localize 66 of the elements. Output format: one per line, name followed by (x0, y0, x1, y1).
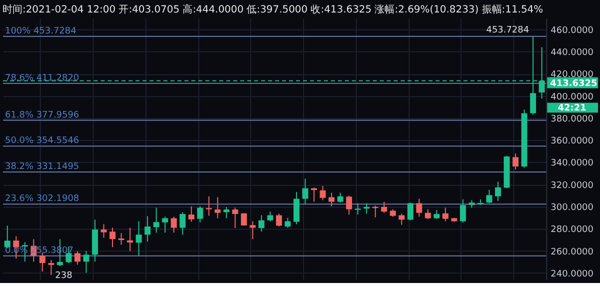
candlestick (512, 153, 519, 170)
text: 42:21 (558, 104, 586, 114)
candlestick (110, 227, 116, 248)
candlestick (302, 178, 308, 204)
y-tick-label: 260.0000 (550, 247, 594, 258)
ref-line-label: 50.0% 354.5546 (4, 136, 80, 146)
candlestick (276, 213, 282, 228)
candlestick (206, 196, 212, 216)
candlestick (293, 191, 300, 225)
y-tick-label: 320.0000 (550, 180, 594, 191)
candlestick (74, 250, 80, 266)
candlestick (442, 207, 448, 222)
candlestick (118, 232, 124, 246)
candlestick (486, 189, 492, 204)
candlestick (346, 195, 352, 216)
candlestick (240, 212, 247, 226)
candlestick (39, 252, 46, 272)
y-tick-label: 300.0000 (550, 203, 594, 213)
candlestick (354, 202, 361, 216)
ref-line-label: 78.6% 411.2820 (4, 73, 80, 84)
y-tick-label: 400.0000 (550, 92, 594, 102)
candlestick (407, 202, 414, 221)
candlestick (180, 212, 186, 236)
y-tick-label: 460.0000 (550, 26, 594, 36)
candlestick (416, 198, 422, 218)
candlestick (83, 250, 90, 274)
y-tick-label: 340.0000 (550, 158, 594, 169)
ref-line-label: 413.6325 (550, 78, 598, 89)
candlestick (284, 217, 291, 228)
candlestick (136, 220, 142, 256)
candlestick (127, 227, 134, 252)
annotation: 453.7284 (486, 25, 530, 36)
candlestick (48, 260, 54, 276)
candlestick (214, 196, 221, 219)
candlestick (153, 207, 160, 234)
candlestick (258, 214, 264, 232)
ref-line-label: 61.8% 377.9596 (4, 110, 80, 120)
ref-line-label: 100% 453.7284 (4, 26, 77, 36)
candlestick (424, 208, 431, 220)
candlestick (328, 192, 335, 207)
candlestick (170, 216, 177, 234)
candlestick (337, 192, 344, 204)
candlestick (223, 206, 230, 219)
y-tick-label: 280.0000 (550, 225, 594, 236)
chart-title: 时间:2021-02-04 12:00 开:403.0705 高:444.0000 低:397.5000 收:413.6325 涨幅:2.69%(10.8233) 振幅:11.54% (2, 3, 544, 16)
candlestick (250, 220, 256, 240)
y-tick-label: 380.0000 (550, 114, 594, 124)
y-tick-label: 360.0000 (550, 136, 594, 147)
candlestick (188, 206, 194, 222)
annotation: 238 (55, 271, 73, 282)
ref-line-label: 23.6% 302.1908 (4, 194, 80, 204)
candlestick (162, 216, 168, 234)
y-tick-label: 240.0000 (550, 269, 594, 280)
candlestick (100, 224, 107, 238)
candlestick (495, 181, 501, 202)
y-tick-label: 420.0000 (550, 70, 594, 80)
y-tick-label: 440.0000 (550, 48, 594, 58)
candlestick (197, 206, 204, 223)
candlestick (232, 207, 238, 229)
candlestick (144, 216, 151, 242)
candlestick (381, 201, 388, 214)
candlestick (320, 185, 326, 201)
ref-line-label: 38.2% 331.1495 (4, 162, 80, 172)
candlestick (267, 211, 274, 222)
candlestick (398, 213, 405, 226)
candlestick (460, 198, 466, 224)
